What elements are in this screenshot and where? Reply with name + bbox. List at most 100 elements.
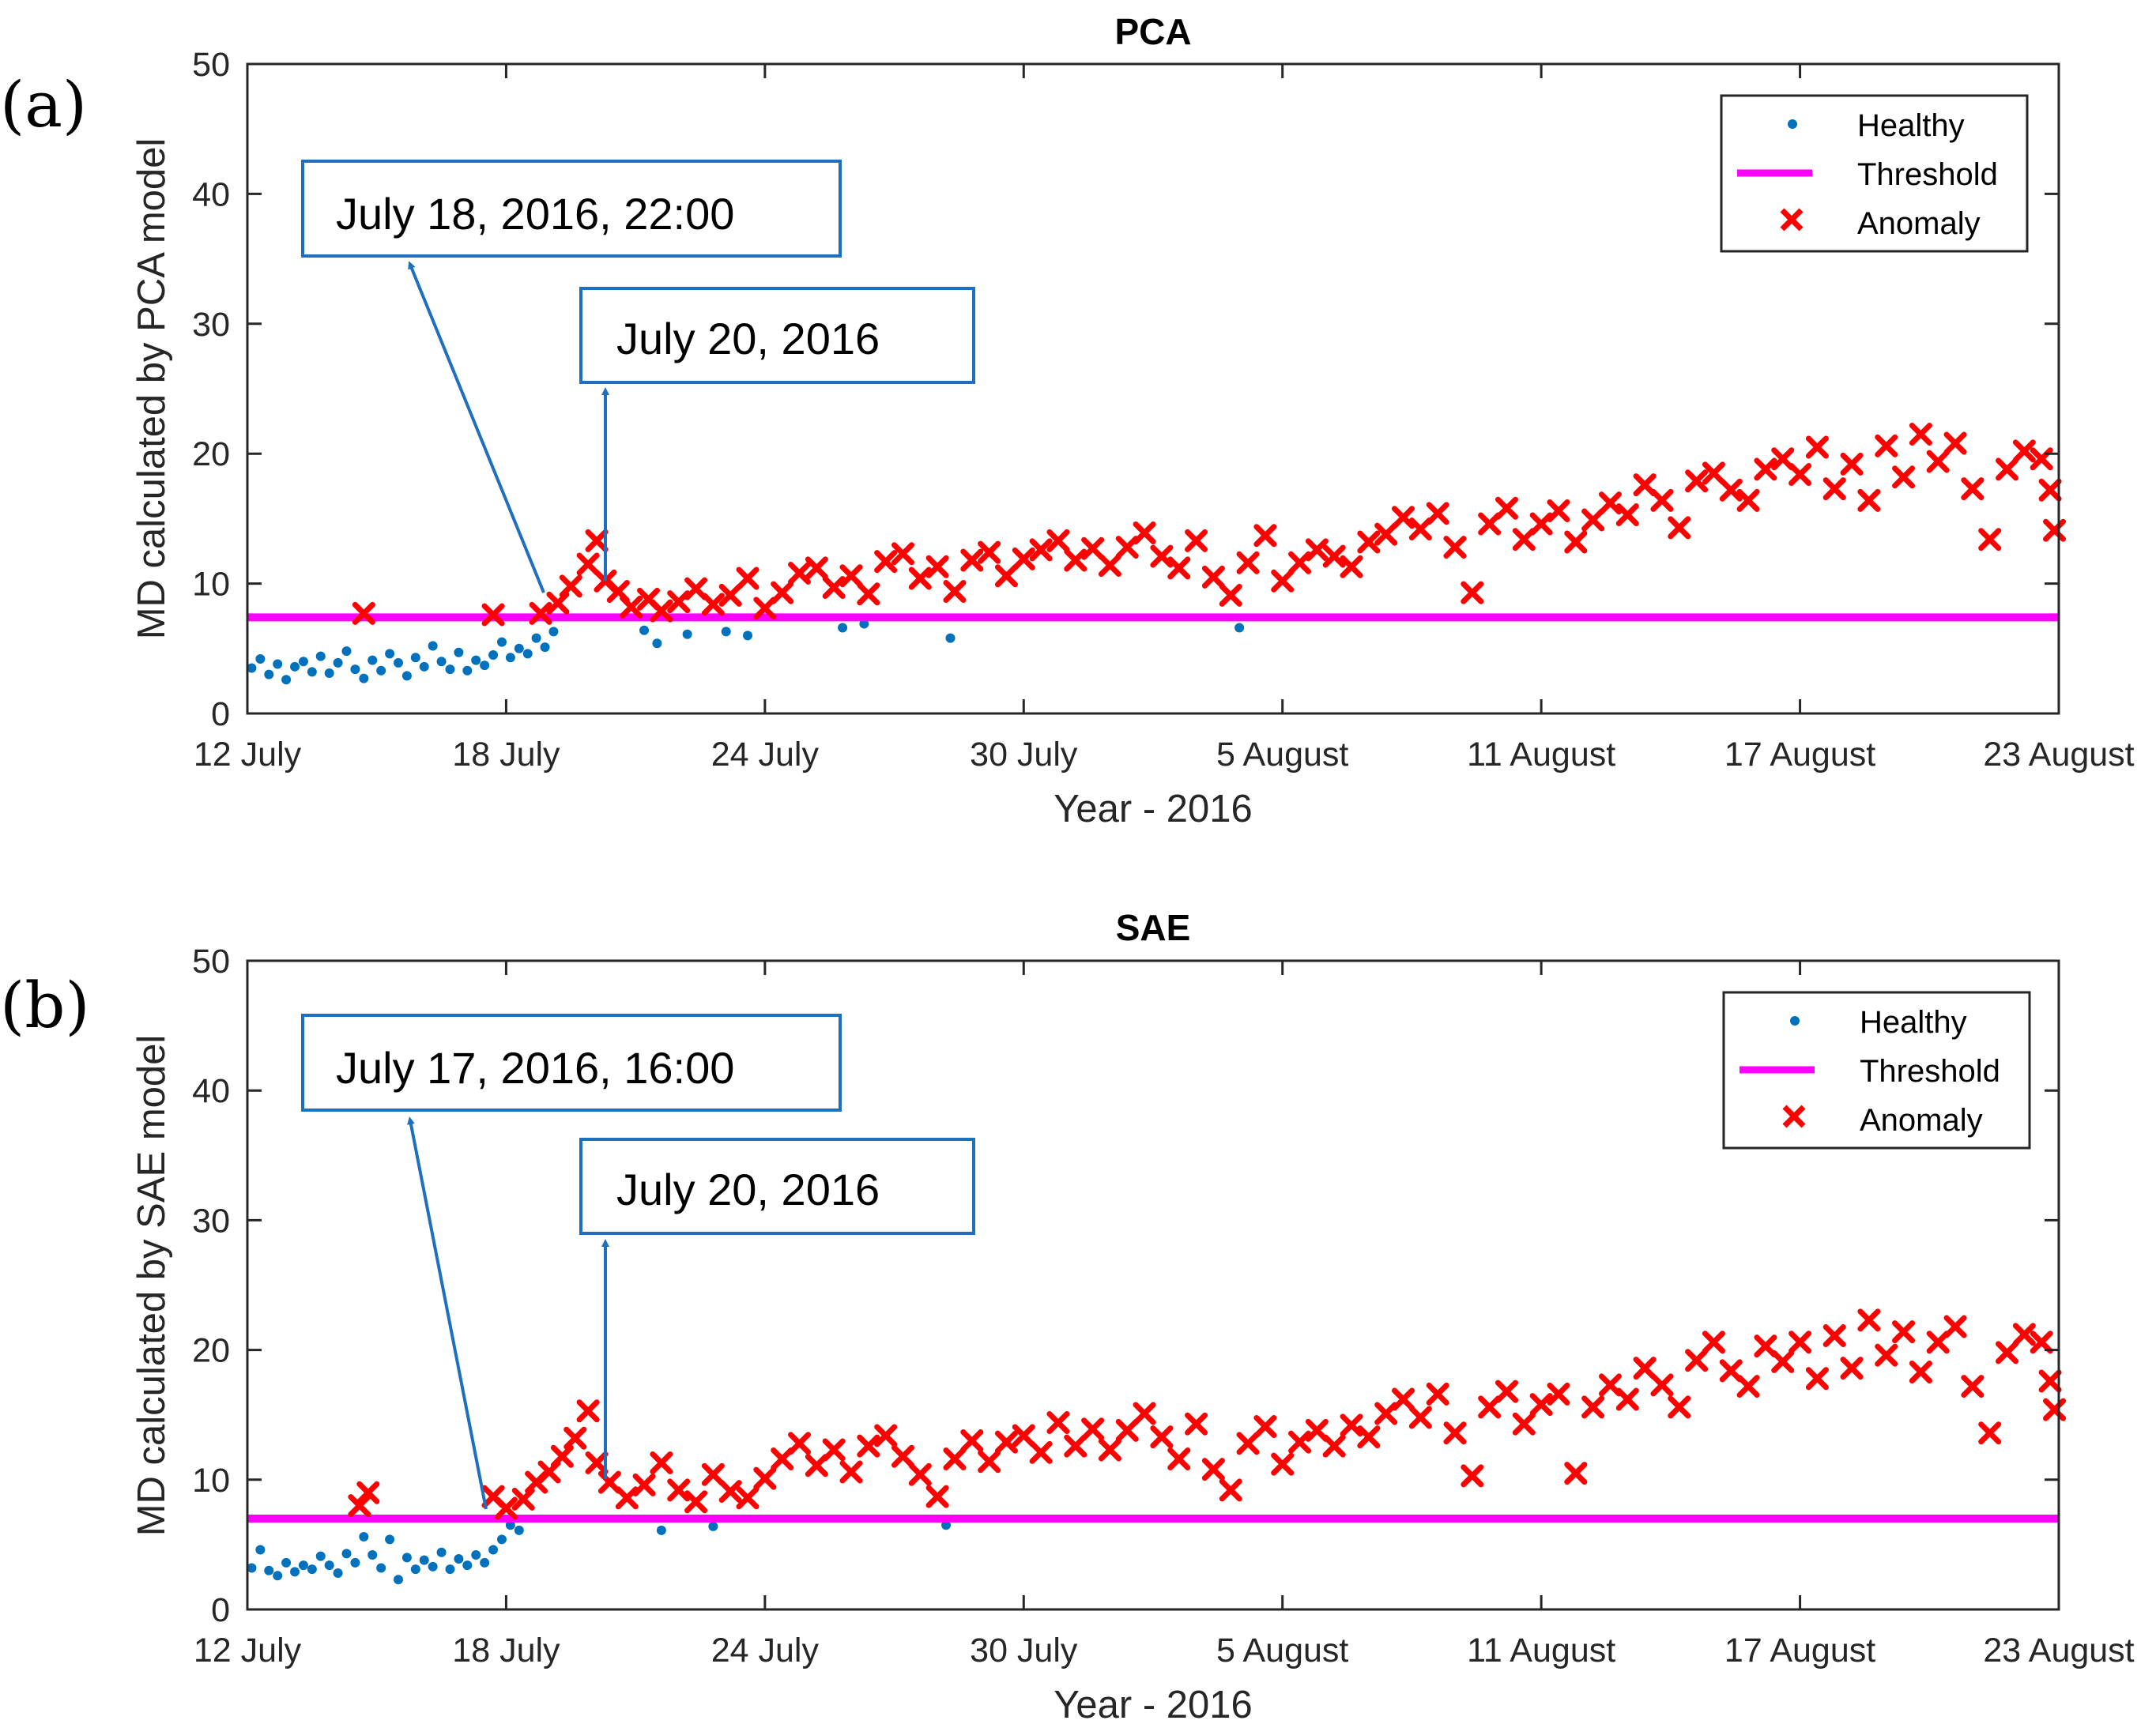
healthy-point bbox=[255, 653, 266, 664]
ticks: 0 10 20 30 40 50 12 July 18 July 24 July 30 July 5… bbox=[192, 46, 2135, 774]
anomaly-point bbox=[1633, 473, 1657, 497]
healthy-point bbox=[652, 638, 662, 649]
x-tick-label: 23 August bbox=[1983, 736, 2134, 774]
anomaly-point bbox=[994, 564, 1018, 588]
anomaly-point bbox=[1736, 488, 1760, 512]
anomaly-point bbox=[771, 581, 794, 604]
anomaly-point bbox=[839, 1460, 863, 1484]
y-tick-label: 20 bbox=[192, 435, 230, 473]
legend-anomaly-marker bbox=[1780, 208, 1804, 231]
healthy-point bbox=[522, 649, 533, 659]
anomaly-point bbox=[1219, 583, 1242, 607]
healthy-point bbox=[333, 1568, 343, 1579]
anomaly-point bbox=[356, 1481, 380, 1504]
anomaly-point bbox=[1892, 1320, 1916, 1344]
anomaly-point bbox=[1374, 522, 1398, 546]
anomaly-point bbox=[874, 1424, 898, 1447]
healthy-point bbox=[255, 1545, 266, 1555]
anomaly-point bbox=[1150, 1425, 1174, 1449]
anomaly-point bbox=[2043, 1398, 2067, 1421]
legend-anomaly-label: Anomaly bbox=[1860, 1103, 1983, 1138]
anomaly-point bbox=[481, 603, 505, 627]
anomaly-point bbox=[1822, 477, 1846, 501]
healthy-point bbox=[315, 651, 326, 661]
healthy-point bbox=[273, 659, 283, 669]
healthy-point bbox=[514, 1525, 524, 1535]
anomaly-point bbox=[925, 1485, 949, 1508]
healthy-point bbox=[480, 1557, 490, 1568]
healthy-point bbox=[247, 1563, 257, 1573]
anomaly-point bbox=[1426, 1382, 1449, 1406]
anomaly-point bbox=[2038, 1369, 2062, 1393]
anomaly-point bbox=[1322, 544, 1346, 568]
healthy-point bbox=[838, 623, 848, 633]
anomaly-point bbox=[1615, 1387, 1639, 1411]
anomaly-point bbox=[788, 1432, 812, 1455]
anomaly-point bbox=[1236, 1432, 1260, 1455]
anomaly-point bbox=[1978, 1421, 2002, 1445]
healthy-point bbox=[454, 1553, 464, 1564]
legend-healthy-marker bbox=[1788, 119, 1797, 129]
x-tick-label: 18 July bbox=[452, 736, 560, 774]
anomaly-point bbox=[1253, 1414, 1277, 1438]
x-tick-label: 5 August bbox=[1216, 736, 1348, 774]
anomaly-point bbox=[1340, 555, 1363, 578]
annotation-text: July 17, 2016, 16:00 bbox=[336, 1043, 734, 1093]
anomaly-point bbox=[943, 579, 967, 603]
anomaly-point bbox=[1185, 1412, 1208, 1436]
anomaly-point bbox=[1788, 1331, 1812, 1354]
healthy-point bbox=[419, 1555, 429, 1565]
anomaly-point bbox=[546, 591, 570, 615]
healthy-point bbox=[281, 675, 292, 685]
anomaly-point bbox=[718, 583, 742, 607]
anomaly-point bbox=[874, 550, 898, 574]
anomaly-point bbox=[494, 1496, 518, 1520]
y-tick-label: 20 bbox=[192, 1332, 230, 1370]
anomaly-point bbox=[960, 1429, 984, 1453]
anomaly-point bbox=[1892, 465, 1916, 489]
anomaly-point bbox=[701, 1462, 725, 1486]
healthy-point bbox=[385, 1534, 395, 1545]
healthy-point bbox=[307, 1564, 317, 1575]
anomaly-point bbox=[1046, 529, 1070, 552]
anomaly-point bbox=[718, 1480, 742, 1504]
anomaly-point bbox=[1598, 491, 1622, 515]
y-tick-label: 30 bbox=[192, 1202, 230, 1240]
annotation-first-anomaly: July 17, 2016, 16:00 bbox=[301, 1014, 842, 1510]
anomaly-point bbox=[1547, 499, 1570, 523]
anomaly-point bbox=[1098, 554, 1121, 578]
anomaly-point bbox=[1996, 1341, 2019, 1365]
healthy-point bbox=[359, 673, 369, 683]
x-tick-label: 23 August bbox=[1983, 1632, 2134, 1669]
anomaly-point bbox=[1443, 536, 1467, 559]
anomaly-point bbox=[1564, 530, 1588, 554]
x-tick-label: 18 July bbox=[452, 1632, 560, 1669]
healthy-point bbox=[341, 1549, 352, 1559]
anomaly-point bbox=[1029, 1440, 1053, 1464]
anomaly-point bbox=[1494, 1380, 1518, 1403]
anomaly-point bbox=[1771, 447, 1795, 471]
x-tick-label: 12 July bbox=[194, 1632, 302, 1669]
anomaly-point bbox=[1150, 544, 1174, 568]
anomaly-point bbox=[1598, 1373, 1622, 1397]
y-tick-label: 30 bbox=[192, 306, 230, 344]
legend-healthy-label: Healthy bbox=[1860, 1005, 1967, 1040]
anomaly-point bbox=[1322, 1434, 1346, 1458]
anomaly-point bbox=[1305, 538, 1329, 562]
anomaly-point bbox=[1875, 434, 1898, 457]
anomaly-point bbox=[1996, 457, 2019, 481]
x-tick-label: 24 July bbox=[711, 1632, 820, 1669]
anomaly-point bbox=[1512, 528, 1536, 551]
anomaly-point bbox=[1909, 1361, 1932, 1384]
anomaly-point bbox=[960, 548, 984, 572]
healthy-point bbox=[298, 657, 308, 667]
anomaly-point bbox=[753, 597, 777, 620]
anomaly-point bbox=[511, 1487, 535, 1511]
anomaly-point bbox=[550, 1444, 574, 1468]
healthy-point bbox=[350, 664, 360, 675]
x-tick-label: 11 August bbox=[1467, 736, 1615, 774]
healthy-point bbox=[462, 1560, 473, 1571]
anomaly-point bbox=[1064, 548, 1087, 572]
anomaly-point bbox=[667, 1478, 691, 1502]
anomaly-point bbox=[1978, 528, 2002, 551]
